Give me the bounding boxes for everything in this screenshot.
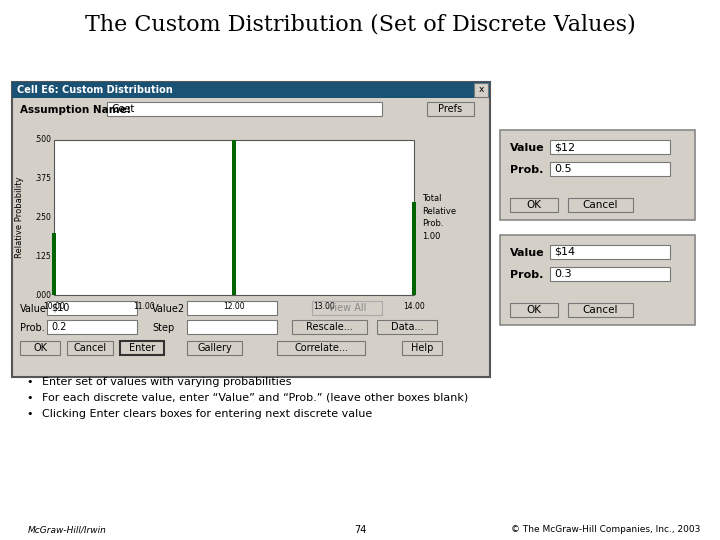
Text: 10.00: 10.00 xyxy=(43,302,65,311)
FancyBboxPatch shape xyxy=(550,267,670,281)
Text: Prob.: Prob. xyxy=(510,165,544,175)
FancyBboxPatch shape xyxy=(412,202,416,295)
Text: 74: 74 xyxy=(354,525,366,535)
FancyBboxPatch shape xyxy=(47,320,137,334)
Text: Step: Step xyxy=(152,323,174,333)
FancyBboxPatch shape xyxy=(12,82,490,377)
FancyBboxPatch shape xyxy=(500,130,695,220)
FancyBboxPatch shape xyxy=(500,235,695,325)
Text: Help: Help xyxy=(411,343,433,353)
Text: Cost: Cost xyxy=(111,104,135,114)
Text: Prefs: Prefs xyxy=(438,104,462,114)
FancyBboxPatch shape xyxy=(402,341,442,355)
FancyBboxPatch shape xyxy=(107,102,382,116)
Text: McGraw-Hill/Irwin: McGraw-Hill/Irwin xyxy=(28,525,107,535)
Text: Clicking Enter clears boxes for entering next discrete value: Clicking Enter clears boxes for entering… xyxy=(42,409,372,419)
Text: Assumption Name:: Assumption Name: xyxy=(20,105,131,115)
FancyBboxPatch shape xyxy=(12,82,490,98)
FancyBboxPatch shape xyxy=(120,341,164,355)
Text: Value: Value xyxy=(510,248,544,258)
FancyBboxPatch shape xyxy=(54,140,414,295)
FancyBboxPatch shape xyxy=(568,198,633,212)
Text: OK: OK xyxy=(526,305,541,315)
FancyBboxPatch shape xyxy=(20,341,60,355)
Text: Cancel: Cancel xyxy=(582,305,618,315)
Text: © The McGraw-Hill Companies, Inc., 2003: © The McGraw-Hill Companies, Inc., 2003 xyxy=(510,525,700,535)
Text: •: • xyxy=(27,377,33,387)
FancyBboxPatch shape xyxy=(510,198,558,212)
Text: Prob.: Prob. xyxy=(20,323,45,333)
Text: •: • xyxy=(27,393,33,403)
FancyBboxPatch shape xyxy=(474,83,488,97)
Text: The Custom Distribution (Set of Discrete Values): The Custom Distribution (Set of Discrete… xyxy=(85,13,635,35)
Text: Value: Value xyxy=(20,304,47,314)
Text: Correlate...: Correlate... xyxy=(294,343,348,353)
Text: Value: Value xyxy=(510,143,544,153)
Text: 14.00: 14.00 xyxy=(403,302,425,311)
FancyBboxPatch shape xyxy=(187,341,242,355)
Text: $14: $14 xyxy=(554,247,575,257)
Text: View All: View All xyxy=(328,303,366,313)
Text: Prob.: Prob. xyxy=(510,270,544,280)
Text: For each discrete value, enter “Value” and “Prob.” (leave other boxes blank): For each discrete value, enter “Value” a… xyxy=(42,393,468,403)
Text: Total
Relative
Prob.
1.00: Total Relative Prob. 1.00 xyxy=(422,194,456,241)
FancyBboxPatch shape xyxy=(312,301,382,315)
FancyBboxPatch shape xyxy=(187,320,277,334)
Text: 0.2: 0.2 xyxy=(51,322,66,332)
FancyBboxPatch shape xyxy=(427,102,474,116)
Text: Enter set of values with varying probabilities: Enter set of values with varying probabi… xyxy=(42,377,292,387)
FancyBboxPatch shape xyxy=(550,140,670,154)
FancyBboxPatch shape xyxy=(510,303,558,317)
Text: 0.5: 0.5 xyxy=(554,164,572,174)
Text: $10: $10 xyxy=(51,303,69,313)
Text: 13.00: 13.00 xyxy=(313,302,335,311)
Text: .125: .125 xyxy=(35,252,51,261)
Text: Relative Probability: Relative Probability xyxy=(16,177,24,258)
FancyBboxPatch shape xyxy=(67,341,113,355)
Text: Cell E6: Custom Distribution: Cell E6: Custom Distribution xyxy=(17,85,173,95)
Text: OK: OK xyxy=(526,200,541,210)
Text: .500: .500 xyxy=(34,136,51,145)
Text: x: x xyxy=(478,85,484,94)
Text: 12.00: 12.00 xyxy=(223,302,245,311)
Text: $12: $12 xyxy=(554,142,575,152)
Text: 11.00: 11.00 xyxy=(133,302,155,311)
FancyBboxPatch shape xyxy=(550,162,670,176)
Text: .000: .000 xyxy=(34,291,51,300)
FancyBboxPatch shape xyxy=(377,320,437,334)
Text: Value2: Value2 xyxy=(152,304,185,314)
Text: Cancel: Cancel xyxy=(73,343,107,353)
Text: .250: .250 xyxy=(34,213,51,222)
FancyBboxPatch shape xyxy=(187,301,277,315)
Text: Cancel: Cancel xyxy=(582,200,618,210)
Text: 0.3: 0.3 xyxy=(554,269,572,279)
FancyBboxPatch shape xyxy=(292,320,367,334)
FancyBboxPatch shape xyxy=(277,341,365,355)
Text: Gallery: Gallery xyxy=(197,343,232,353)
Text: .375: .375 xyxy=(34,174,51,183)
FancyBboxPatch shape xyxy=(232,140,236,295)
Text: Enter: Enter xyxy=(129,343,155,353)
Text: OK: OK xyxy=(33,343,47,353)
FancyBboxPatch shape xyxy=(568,303,633,317)
FancyBboxPatch shape xyxy=(52,233,56,295)
Text: Rescale...: Rescale... xyxy=(305,322,352,332)
Text: •: • xyxy=(27,409,33,419)
Text: Data...: Data... xyxy=(391,322,423,332)
FancyBboxPatch shape xyxy=(550,245,670,259)
FancyBboxPatch shape xyxy=(47,301,137,315)
